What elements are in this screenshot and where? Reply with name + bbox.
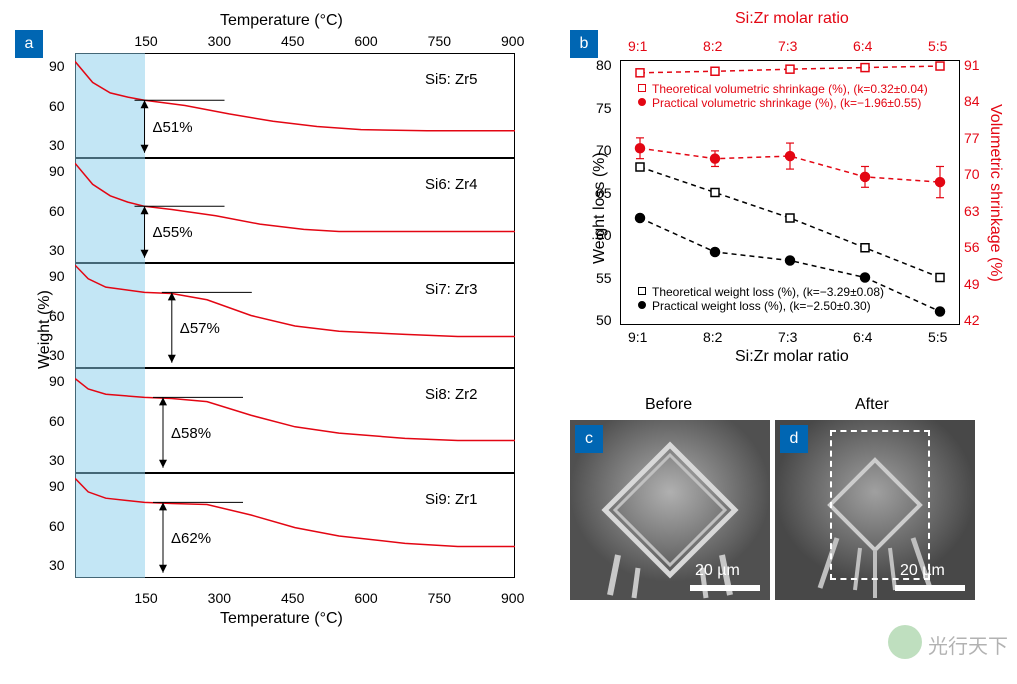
panel-b-top-xlabel: Si:Zr molar ratio	[735, 10, 849, 28]
panel-b-right-ytick: 63	[964, 203, 980, 219]
panel-b-top-xtick: 6:4	[853, 38, 872, 54]
panel-b-bottom-xlabel: Si:Zr molar ratio	[735, 348, 849, 366]
panel-a-curve-svg	[75, 53, 515, 158]
panel-a-top-xtick: 450	[281, 33, 304, 49]
panel-a-ytick: 90	[49, 478, 65, 494]
panel-d-scalebar-text: 20 µm	[900, 562, 945, 580]
panel-a-curve-svg	[75, 473, 515, 578]
panel-a-ytick: 90	[49, 163, 65, 179]
panel-b-left-ytick: 55	[596, 270, 612, 286]
panel-a-top-xtick: 300	[208, 33, 231, 49]
panel-a-ytick: 90	[49, 58, 65, 74]
panel-d-label: d	[780, 425, 808, 453]
panel-a-bottom-xtick: 450	[281, 590, 304, 606]
panel-b-legend-item: Practical weight loss (%), (k=−2.50±0.30…	[652, 299, 871, 313]
panel-a-ytick: 60	[49, 413, 65, 429]
panel-b-top-xtick: 5:5	[928, 38, 947, 54]
panel-b-left-ytick: 70	[596, 142, 612, 158]
panel-a-ytick: 60	[49, 308, 65, 324]
panel-a-delta-label: Δ58%	[171, 425, 211, 442]
panel-c-scalebar-text: 20 µm	[695, 562, 740, 580]
panel-a-series-label: Si5: Zr5	[425, 71, 478, 88]
panel-a-top-xtick: 900	[501, 33, 524, 49]
panel-b-top-xtick: 9:1	[628, 38, 647, 54]
panel-b-bottom-xtick: 7:3	[778, 329, 797, 345]
panel-b-bottom-xtick: 9:1	[628, 329, 647, 345]
panel-a-ytick: 90	[49, 268, 65, 284]
panel-b-right-ytick: 77	[964, 130, 980, 146]
panel-b-label: b	[570, 30, 598, 58]
panel-a-bottom-xtick: 300	[208, 590, 231, 606]
panel-a-top-xlabel: Temperature (°C)	[220, 12, 343, 30]
panel-a-curve-svg	[75, 158, 515, 263]
panel-a-series-label: Si9: Zr1	[425, 491, 478, 508]
panel-c-label: c	[575, 425, 603, 453]
panel-a-delta-label: Δ51%	[153, 119, 193, 136]
panel-a-top-xtick: 600	[354, 33, 377, 49]
panel-b-top-xtick: 8:2	[703, 38, 722, 54]
panel-b-left-ytick: 80	[596, 57, 612, 73]
panel-a-delta-label: Δ62%	[171, 530, 211, 547]
panel-a-series-label: Si8: Zr2	[425, 386, 478, 403]
panel-b-legend-item: Practical volumetric shrinkage (%), (k=−…	[652, 96, 921, 110]
panel-a-ytick: 30	[49, 557, 65, 573]
panel-a-ytick: 90	[49, 373, 65, 389]
panel-a-bottom-xlabel: Temperature (°C)	[220, 610, 343, 628]
panel-a-bottom-xtick: 900	[501, 590, 524, 606]
panel-b-left-ytick: 60	[596, 227, 612, 243]
panel-c-scalebar	[690, 585, 760, 591]
panel-b-left-ytick: 65	[596, 185, 612, 201]
panel-b-left-ytick: 75	[596, 100, 612, 116]
panel-a-top-xtick: 750	[428, 33, 451, 49]
panel-c-title: Before	[645, 396, 692, 414]
panel-b-legend-marker	[638, 98, 646, 106]
panel-a-bottom-xtick: 150	[134, 590, 157, 606]
panel-b-bottom-xtick: 5:5	[928, 329, 947, 345]
panel-a-ytick: 30	[49, 137, 65, 153]
watermark-icon	[888, 625, 922, 659]
panel-a-delta-label: Δ55%	[153, 224, 193, 241]
panel-b-right-ytick: 56	[964, 239, 980, 255]
panel-b-right-ytick: 49	[964, 276, 980, 292]
panel-a-ytick: 30	[49, 242, 65, 258]
panel-a-ytick: 30	[49, 347, 65, 363]
panel-b-top-xtick: 7:3	[778, 38, 797, 54]
panel-a-ytick: 30	[49, 452, 65, 468]
panel-b-legend-marker	[638, 287, 646, 295]
panel-a-ytick: 60	[49, 518, 65, 534]
panel-d-scalebar	[895, 585, 965, 591]
panel-a-curve-svg	[75, 263, 515, 368]
panel-b-right-ylabel: Volumetric shrinkage (%)	[986, 104, 1004, 284]
panel-a-ytick: 60	[49, 203, 65, 219]
panel-a-series-label: Si7: Zr3	[425, 281, 478, 298]
panel-b-right-ytick: 42	[964, 312, 980, 328]
panel-b-right-ytick: 84	[964, 93, 980, 109]
panel-b-bottom-xtick: 8:2	[703, 329, 722, 345]
panel-a-ytick: 60	[49, 98, 65, 114]
panel-b-legend-item: Theoretical weight loss (%), (k=−3.29±0.…	[652, 285, 884, 299]
panel-a-label: a	[15, 30, 43, 58]
panel-a-bottom-xtick: 750	[428, 590, 451, 606]
panel-a-top-xtick: 150	[134, 33, 157, 49]
panel-b-left-ytick: 50	[596, 312, 612, 328]
panel-b-legend-marker	[638, 84, 646, 92]
panel-b-bottom-xtick: 6:4	[853, 329, 872, 345]
watermark-text: 光行天下	[928, 630, 1008, 659]
panel-a-delta-label: Δ57%	[180, 320, 220, 337]
panel-b-legend-marker	[638, 301, 646, 309]
panel-a-bottom-xtick: 600	[354, 590, 377, 606]
panel-b-right-ytick: 70	[964, 166, 980, 182]
panel-a-curve-svg	[75, 368, 515, 473]
panel-b-right-ytick: 91	[964, 57, 980, 73]
panel-b-legend-item: Theoretical volumetric shrinkage (%), (k…	[652, 82, 928, 96]
panel-d-title: After	[855, 396, 889, 414]
panel-d-dashed-overlay	[830, 430, 930, 580]
panel-a-series-label: Si6: Zr4	[425, 176, 478, 193]
